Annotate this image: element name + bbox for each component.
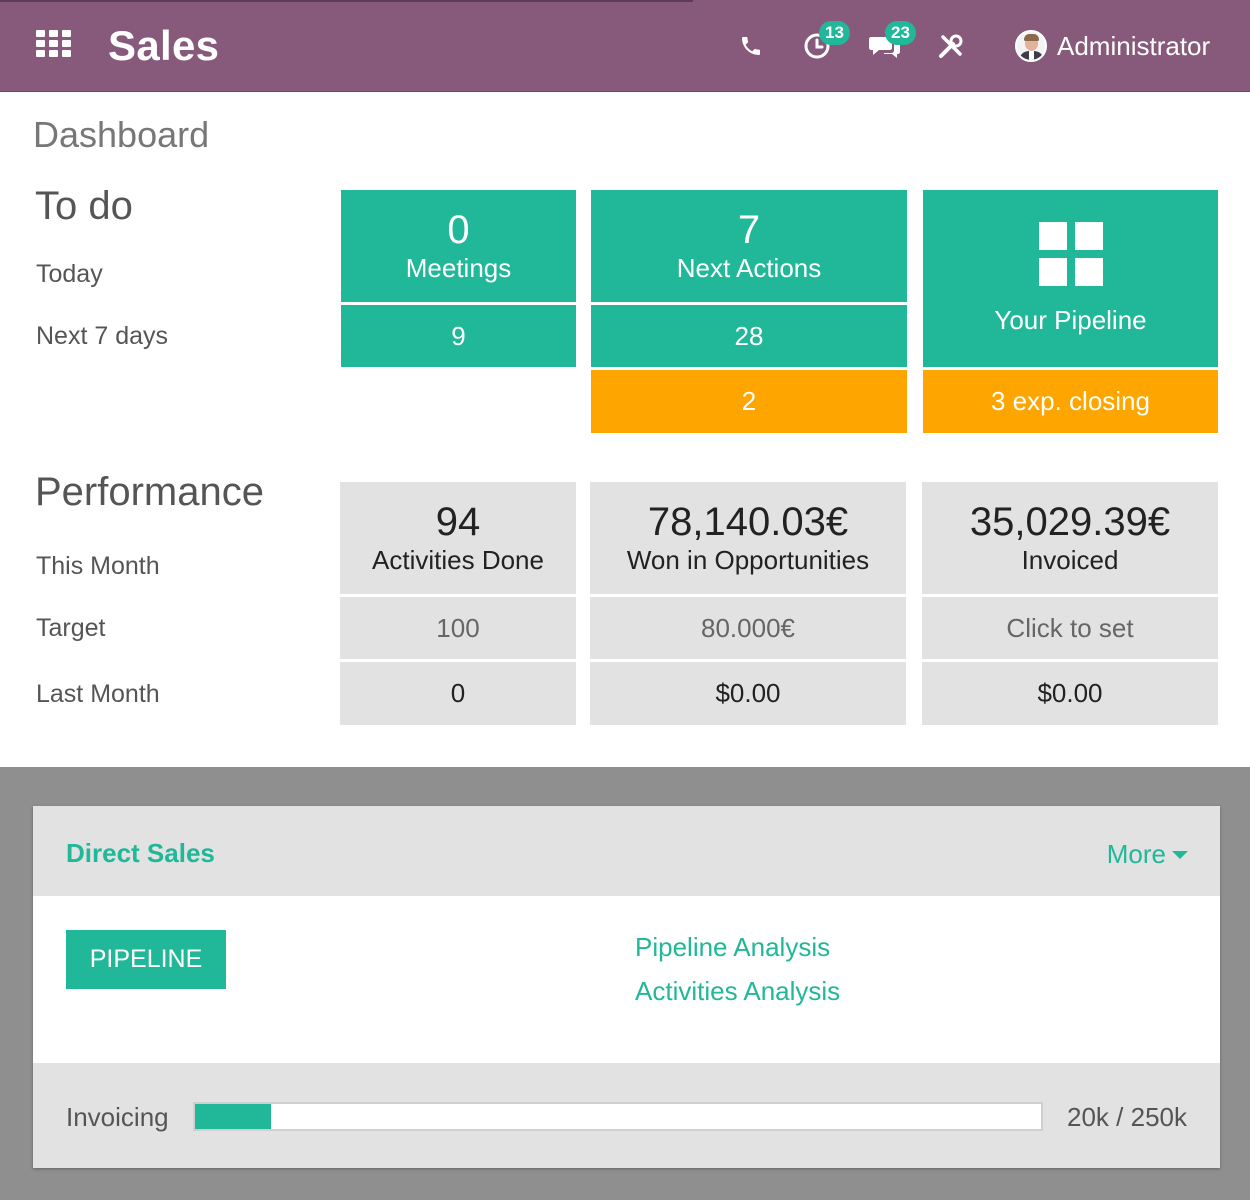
todo-title: To do bbox=[35, 184, 133, 228]
next-actions-next7-tile[interactable]: 28 bbox=[591, 305, 907, 367]
app-menu-grid-icon[interactable] bbox=[36, 30, 72, 58]
todo-row-today: Today bbox=[36, 260, 103, 288]
invoicing-progress-bar[interactable] bbox=[193, 1102, 1043, 1131]
meetings-today-count: 0 bbox=[447, 208, 470, 252]
invoicing-progress-value: 20k / 250k bbox=[1067, 1102, 1187, 1132]
messages-icon[interactable]: 23 bbox=[866, 0, 916, 92]
next-actions-next7-count: 28 bbox=[734, 320, 764, 351]
perf-row-this-month: This Month bbox=[36, 552, 160, 580]
won-opportunities-value: 78,140.03€ bbox=[647, 500, 849, 544]
won-target-tile[interactable]: 80.000€ bbox=[590, 597, 906, 659]
invoiced-target-value: Click to set bbox=[1006, 612, 1134, 643]
activities-last-month-tile: 0 bbox=[340, 662, 576, 725]
perf-row-target: Target bbox=[36, 614, 106, 642]
won-last-month-tile: $0.00 bbox=[590, 662, 906, 725]
navbar-edge bbox=[0, 0, 693, 2]
user-name: Administrator bbox=[1057, 30, 1211, 61]
won-target-value: 80.000€ bbox=[701, 612, 795, 643]
exp-closing-label: 3 exp. closing bbox=[991, 386, 1150, 416]
meetings-next7-tile[interactable]: 9 bbox=[341, 305, 576, 367]
activity-clock-icon[interactable]: 13 bbox=[800, 0, 850, 92]
invoiced-label: Invoiced bbox=[1021, 545, 1119, 575]
avatar bbox=[1015, 30, 1047, 62]
card-footer: Invoicing 20k / 250k bbox=[33, 1063, 1220, 1168]
activities-done-label: Activities Done bbox=[372, 545, 544, 575]
pipeline-analysis-link[interactable]: Pipeline Analysis bbox=[635, 932, 831, 962]
activity-count-badge: 13 bbox=[819, 21, 850, 45]
invoiced-last-month-value: $0.00 bbox=[1037, 678, 1103, 708]
activities-done-tile: 94 Activities Done bbox=[340, 482, 576, 594]
activities-done-value: 94 bbox=[435, 500, 481, 544]
breadcrumb: Dashboard bbox=[33, 114, 210, 155]
invoiced-last-month-tile: $0.00 bbox=[922, 662, 1218, 725]
meetings-today-tile[interactable]: 0 Meetings bbox=[341, 190, 576, 302]
more-label: More bbox=[1106, 839, 1166, 869]
phone-icon[interactable] bbox=[736, 0, 766, 92]
meetings-label: Meetings bbox=[405, 253, 512, 283]
invoicing-progress-fill bbox=[195, 1104, 272, 1129]
activities-target-value: 100 bbox=[436, 612, 480, 643]
invoiced-value: 35,029.39€ bbox=[969, 500, 1171, 544]
activities-analysis-link[interactable]: Activities Analysis bbox=[635, 976, 841, 1006]
team-name[interactable]: Direct Sales bbox=[66, 838, 215, 868]
invoiced-target-tile[interactable]: Click to set bbox=[922, 597, 1218, 659]
won-opportunities-tile: 78,140.03€ Won in Opportunities bbox=[590, 482, 906, 594]
invoiced-tile: 35,029.39€ Invoiced bbox=[922, 482, 1218, 594]
pipeline-grid-icon bbox=[1038, 221, 1103, 286]
settings-tools-icon[interactable] bbox=[936, 0, 966, 92]
meetings-next7-count: 9 bbox=[451, 320, 466, 351]
more-dropdown[interactable]: More bbox=[1107, 839, 1188, 870]
activities-last-month-value: 0 bbox=[450, 678, 466, 708]
next-actions-overdue-tile[interactable]: 2 bbox=[591, 370, 907, 433]
todo-row-next7: Next 7 days bbox=[36, 322, 169, 350]
sales-team-card: Direct Sales More PIPELINE Pipeline Anal… bbox=[33, 806, 1220, 1168]
next-actions-overdue-count: 2 bbox=[741, 386, 757, 416]
next-actions-today-tile[interactable]: 7 Next Actions bbox=[591, 190, 907, 302]
messages-count-badge: 23 bbox=[885, 21, 916, 45]
app-title: Sales bbox=[108, 22, 220, 69]
invoicing-label: Invoicing bbox=[66, 1102, 169, 1132]
your-pipeline-label: Your Pipeline bbox=[994, 304, 1147, 335]
card-header: Direct Sales More bbox=[33, 806, 1220, 896]
caret-down-icon bbox=[1172, 850, 1188, 859]
won-last-month-value: $0.00 bbox=[715, 678, 781, 708]
your-pipeline-tile[interactable]: Your Pipeline bbox=[923, 190, 1218, 367]
perf-row-last-month: Last Month bbox=[36, 680, 160, 708]
top-navbar: Sales 13 23 Administrator bbox=[0, 0, 1250, 92]
performance-title: Performance bbox=[35, 470, 264, 514]
next-actions-today-count: 7 bbox=[737, 208, 761, 252]
exp-closing-tile[interactable]: 3 exp. closing bbox=[923, 370, 1218, 433]
next-actions-label: Next Actions bbox=[676, 253, 822, 283]
user-menu[interactable]: Administrator bbox=[1015, 28, 1210, 64]
pipeline-button[interactable]: PIPELINE bbox=[66, 930, 226, 989]
activities-target-tile[interactable]: 100 bbox=[340, 597, 576, 659]
won-opportunities-label: Won in Opportunities bbox=[626, 545, 870, 575]
